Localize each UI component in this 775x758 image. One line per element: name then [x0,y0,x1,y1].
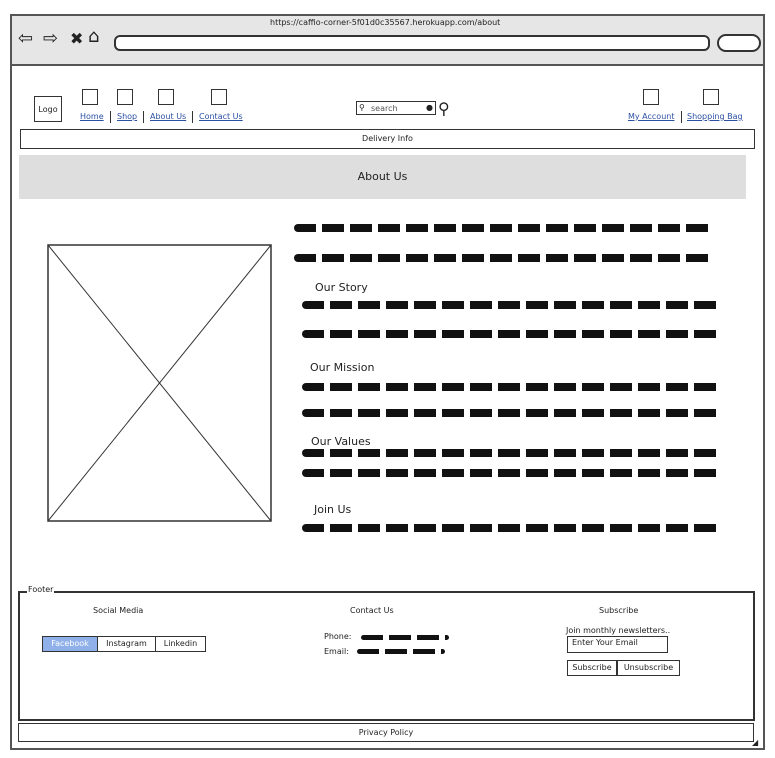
nav-divider [681,111,682,123]
nav-home[interactable]: Home [80,112,104,121]
privacy-policy-link[interactable]: Privacy Policy [18,723,754,742]
email-label: Email: [324,647,349,656]
shopping-bag-link[interactable]: Shopping Bag [687,112,743,121]
values-text [302,449,720,457]
search-placeholder: search [371,104,398,113]
nav-divider [143,111,144,123]
section-heading-join: Join Us [314,503,352,516]
values-text [302,469,720,477]
back-icon[interactable]: ⇦ [18,28,34,49]
linkedin-button[interactable]: Linkedin [155,636,206,652]
nav-contact[interactable]: Contact Us [199,112,243,121]
about-nav-icon [158,89,174,105]
forward-icon[interactable]: ⇨ [43,28,59,49]
subscribe-button[interactable]: Subscribe [567,660,617,676]
newsletter-text: Join monthly newsletters.. [566,626,671,635]
section-heading-mission: Our Mission [310,361,375,374]
browser-menu-button[interactable] [717,34,761,52]
close-icon[interactable]: ✖ [70,29,84,48]
url-text: https://caffio-corner-5f01d0c35567.herok… [270,18,501,27]
search-icon[interactable]: ⚲ [438,99,450,118]
footer [18,591,755,721]
facebook-button[interactable]: Facebook [42,636,98,652]
section-heading-values: Our Values [311,435,371,448]
mission-text [302,383,720,391]
resize-handle-icon[interactable]: ◢ [752,738,759,747]
subscribe-title: Subscribe [599,606,639,615]
nav-shop[interactable]: Shop [117,112,138,121]
contact-nav-icon [211,89,227,105]
address-bar[interactable] [114,35,710,51]
unsubscribe-button[interactable]: Unsubscribe [617,660,680,676]
story-text [302,301,720,309]
section-heading-story: Our Story [315,281,368,294]
home-nav-icon [82,89,98,105]
logo[interactable]: Logo [34,96,62,122]
nav-about[interactable]: About Us [150,112,187,121]
email-input[interactable]: Enter Your Email [567,636,668,653]
delivery-info-bar[interactable]: Delivery Info [20,129,755,149]
nav-divider [192,111,193,123]
shop-nav-icon [117,89,133,105]
phone-value [361,635,449,640]
search-input[interactable] [356,101,436,115]
intro-text [294,224,712,232]
intro-text [294,254,712,262]
social-title: Social Media [93,606,144,615]
account-icon [643,89,659,105]
mission-text [302,409,720,417]
footer-label: Footer [27,585,55,594]
instagram-button[interactable]: Instagram [97,636,156,652]
home-icon[interactable]: ⌂ [88,26,100,47]
image-placeholder [47,244,272,522]
contact-title: Contact Us [350,606,394,615]
my-account-link[interactable]: My Account [628,112,675,121]
bag-icon [703,89,719,105]
email-value [357,649,445,654]
search-small-icon: ⚲ [359,103,365,112]
microphone-icon[interactable]: ● [426,103,433,112]
nav-divider [110,111,111,123]
page-title: About Us [19,155,746,199]
story-text [302,330,720,338]
join-text [302,524,720,532]
phone-label: Phone: [324,632,352,641]
